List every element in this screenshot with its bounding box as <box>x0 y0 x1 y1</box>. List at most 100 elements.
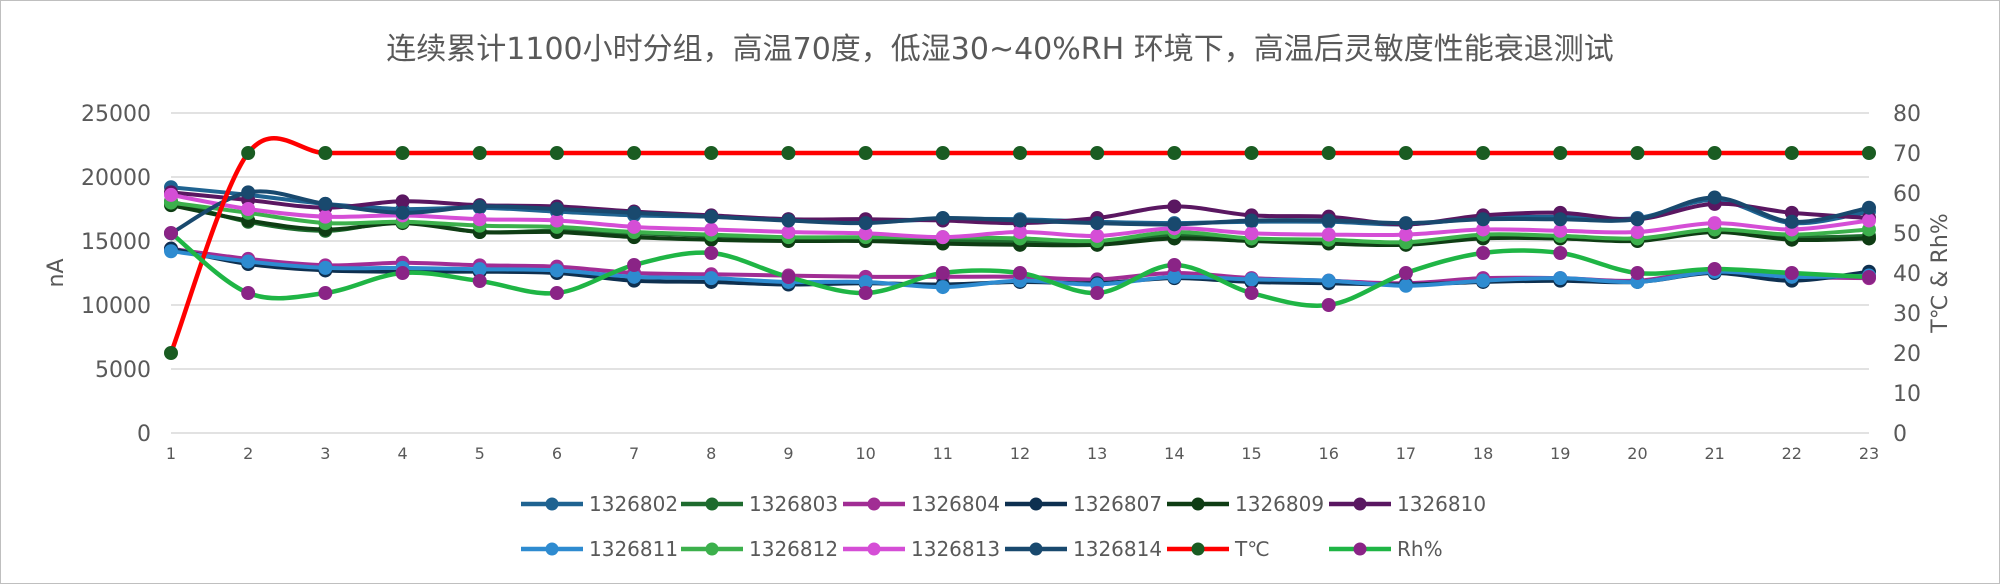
data-point <box>858 146 873 160</box>
data-point <box>704 246 719 260</box>
right-y-axis: 0 10 20 30 40 50 60 70 80 <box>1893 102 1921 447</box>
legend-item: 1326814 <box>1005 537 1162 561</box>
legend-label: 1326802 <box>589 492 678 516</box>
x-tick-label: 7 <box>629 444 639 463</box>
data-point <box>164 226 178 240</box>
legend-swatch-marker <box>705 542 719 556</box>
x-tick-label: 23 <box>1859 444 1879 463</box>
data-point <box>935 210 950 225</box>
data-point <box>1553 146 1568 160</box>
data-point <box>1630 146 1645 160</box>
data-point <box>704 271 719 286</box>
data-point <box>395 266 410 280</box>
data-point <box>1167 269 1182 284</box>
data-point <box>1707 262 1722 276</box>
data-point <box>1321 213 1336 228</box>
data-point <box>1553 271 1568 286</box>
data-point <box>1398 216 1413 231</box>
data-point <box>1398 278 1413 293</box>
legend-label: 1326810 <box>1397 492 1486 516</box>
data-point <box>1321 298 1336 312</box>
x-tick-label: 17 <box>1396 444 1416 463</box>
data-point <box>241 254 256 269</box>
data-point <box>935 146 950 160</box>
data-point <box>704 209 719 224</box>
data-point <box>1244 286 1259 300</box>
y2-tick-label: 30 <box>1893 302 1921 327</box>
legend-item: 1326813 <box>843 537 1000 561</box>
data-point <box>781 270 796 284</box>
data-point <box>1090 146 1105 160</box>
legend-item: Rh% <box>1329 537 1443 561</box>
data-point <box>318 286 333 300</box>
legend-label: 1326809 <box>1235 492 1324 516</box>
y-tick-label: 0 <box>137 422 151 447</box>
data-point <box>1090 228 1105 243</box>
y2-tick-label: 20 <box>1893 342 1921 367</box>
data-point <box>1476 146 1491 160</box>
data-point <box>1784 146 1799 160</box>
legend-label: 1326812 <box>749 537 838 561</box>
legend-swatch-marker <box>867 497 881 511</box>
legend-swatch-marker <box>705 497 719 511</box>
data-point <box>1784 214 1799 229</box>
y2-tick-label: 40 <box>1893 262 1921 287</box>
data-point <box>1707 146 1722 160</box>
legend-item: 1326807 <box>1005 492 1162 516</box>
x-tick-label: 4 <box>397 444 407 463</box>
x-tick-label: 11 <box>933 444 953 463</box>
legend-label: 1326813 <box>911 537 1000 561</box>
legend-swatch-marker <box>1191 497 1205 511</box>
left-y-axis: 0 5000 10000 15000 20000 25000 <box>81 102 151 447</box>
data-point <box>1707 216 1722 231</box>
legend-swatch-marker <box>1029 542 1043 556</box>
data-point <box>318 260 333 275</box>
data-point <box>241 146 256 160</box>
data-point <box>935 230 950 245</box>
data-point <box>164 187 178 202</box>
x-tick-label: 18 <box>1473 444 1493 463</box>
data-point <box>1090 216 1105 231</box>
data-point <box>164 244 178 259</box>
series-lines <box>164 136 1876 360</box>
data-point <box>1321 146 1336 160</box>
x-tick-label: 21 <box>1704 444 1724 463</box>
data-point <box>395 205 410 220</box>
y2-tick-label: 0 <box>1893 422 1907 447</box>
legend-swatch-marker <box>1191 542 1205 556</box>
x-tick-label: 19 <box>1550 444 1570 463</box>
right-axis-label: T℃ & Rh% <box>1928 213 1953 333</box>
data-point <box>164 346 178 360</box>
x-tick-label: 9 <box>783 444 793 463</box>
y-tick-label: 15000 <box>81 230 151 255</box>
data-point <box>1244 272 1259 287</box>
x-axis: 1 2 3 4 5 6 7 8 9 10 11 12 13 14 15 16 17 18 19 20 21 22 23 <box>166 444 1879 463</box>
data-point <box>1862 213 1876 228</box>
data-point <box>627 258 642 272</box>
data-point <box>1090 286 1105 300</box>
data-point <box>472 262 487 277</box>
chart-title: 连续累计1100小时分组，高温70度，低湿30~40%RH 环境下，高温后灵敏度… <box>386 32 1613 67</box>
legend-item: 1326803 <box>681 492 838 516</box>
data-point <box>1167 217 1182 232</box>
x-tick-label: 12 <box>1010 444 1030 463</box>
data-point <box>1862 200 1876 215</box>
x-tick-label: 13 <box>1087 444 1107 463</box>
data-point <box>627 269 642 284</box>
legend-swatch-marker <box>545 497 559 511</box>
y-tick-label: 10000 <box>81 294 151 319</box>
legend: 1326802 1326803 1326804 1326807 1326809 13268… <box>521 492 1486 561</box>
legend-item: 1326810 <box>1329 492 1486 516</box>
data-point <box>318 209 333 224</box>
left-axis-label: nA <box>44 259 69 288</box>
data-point <box>1321 227 1336 242</box>
data-point <box>241 286 256 300</box>
x-tick-label: 10 <box>855 444 875 463</box>
data-point <box>704 222 719 237</box>
legend-swatch-marker <box>1353 542 1367 556</box>
x-tick-label: 8 <box>706 444 716 463</box>
x-tick-label: 6 <box>552 444 562 463</box>
data-point <box>781 146 796 160</box>
series-1326814 <box>164 185 1876 241</box>
